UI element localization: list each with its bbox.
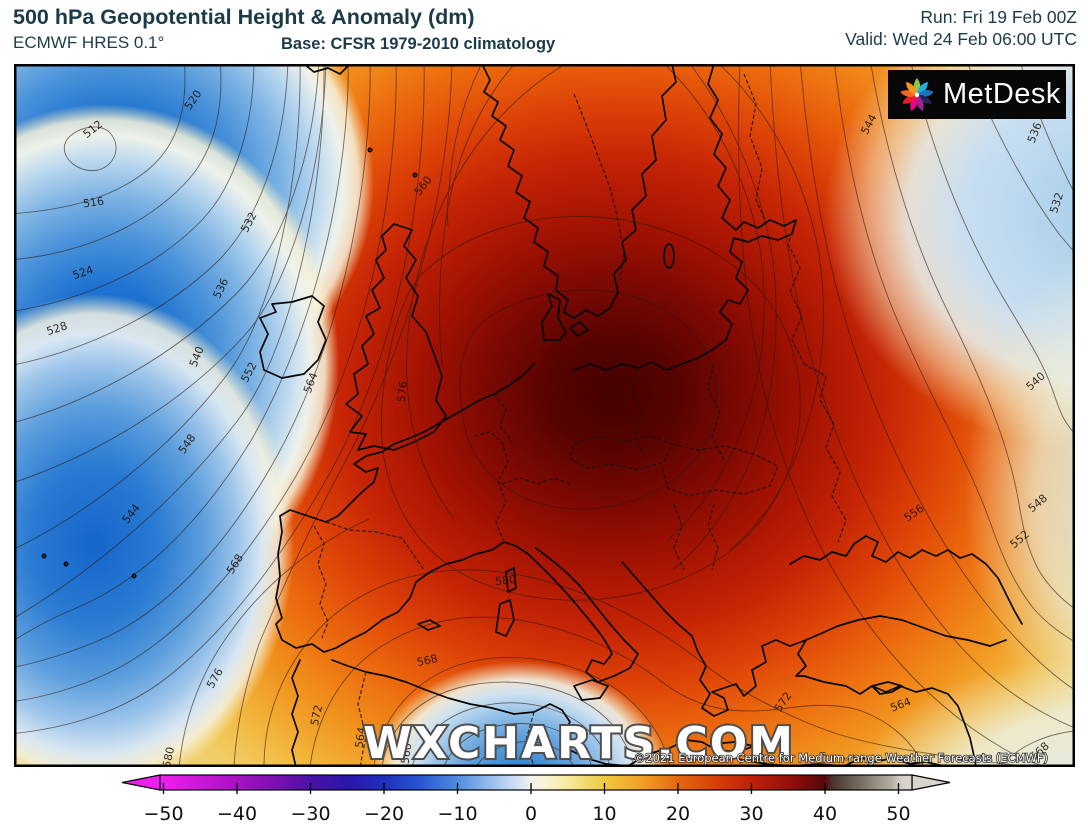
svg-text:30: 30 (739, 803, 763, 825)
valid-time-label: Valid: Wed 24 Feb 06:00 UTC (845, 29, 1077, 49)
anomaly-colorbar: −50 −40 −30 −20 −10 0 10 20 30 40 50 (121, 774, 951, 825)
colorbar-ticks (162, 783, 900, 794)
model-label: ECMWF HRES 0.1° (13, 33, 165, 52)
svg-text:10: 10 (592, 803, 616, 825)
svg-text:568: 568 (416, 652, 439, 669)
svg-text:40: 40 (813, 803, 837, 825)
anomaly-shading (14, 64, 1075, 767)
svg-text:524: 524 (71, 263, 95, 282)
svg-text:564: 564 (353, 726, 369, 749)
coastlines (41, 64, 1023, 767)
colorbar-gradient-bar (159, 774, 913, 791)
svg-text:−10: −10 (437, 803, 477, 825)
svg-text:516: 516 (82, 195, 105, 211)
metdesk-logo: MetDesk (888, 70, 1066, 119)
map-panel: 512 516 520 524 528 532 536 540 548 552 544 564 568 5… (14, 64, 1075, 767)
country-borders (313, 73, 847, 767)
climatology-base-label: Base: CFSR 1979-2010 climatology (281, 35, 556, 53)
page-title: 500 hPa Geopotential Height & Anomaly (d… (13, 5, 475, 29)
weather-map-canvas: 5125165205245285325365405485525445645685… (14, 64, 1075, 767)
map-frame (14, 64, 1075, 767)
svg-text:−40: −40 (217, 803, 257, 825)
run-time-label: Run: Fri 19 Feb 00Z (920, 7, 1077, 27)
colorbar-right-arrow (911, 774, 951, 791)
colorbar-tick-labels: −50 −40 −30 −20 −10 0 10 20 30 40 50 (143, 803, 910, 825)
svg-text:50: 50 (886, 803, 910, 825)
svg-text:0: 0 (525, 803, 537, 825)
svg-text:580: 580 (160, 746, 177, 767)
svg-text:20: 20 (666, 803, 690, 825)
svg-text:572: 572 (308, 704, 325, 727)
svg-text:532: 532 (1047, 191, 1066, 215)
height-contour-lines (14, 64, 1075, 767)
pinwheel-icon (900, 77, 934, 111)
metdesk-logo-text: MetDesk (943, 78, 1061, 110)
colorbar-left-arrow (121, 774, 161, 791)
copyright-notice: ©2021 European Centre for Medium-range W… (634, 751, 1048, 765)
svg-text:−30: −30 (290, 803, 330, 825)
watermark: WXCHARTS.COM (363, 718, 795, 767)
svg-text:576: 576 (395, 381, 410, 403)
svg-text:580: 580 (495, 573, 517, 588)
svg-text:−20: −20 (364, 803, 404, 825)
svg-text:−50: −50 (143, 803, 183, 825)
svg-text:560: 560 (399, 742, 415, 765)
svg-text:528: 528 (45, 319, 69, 338)
